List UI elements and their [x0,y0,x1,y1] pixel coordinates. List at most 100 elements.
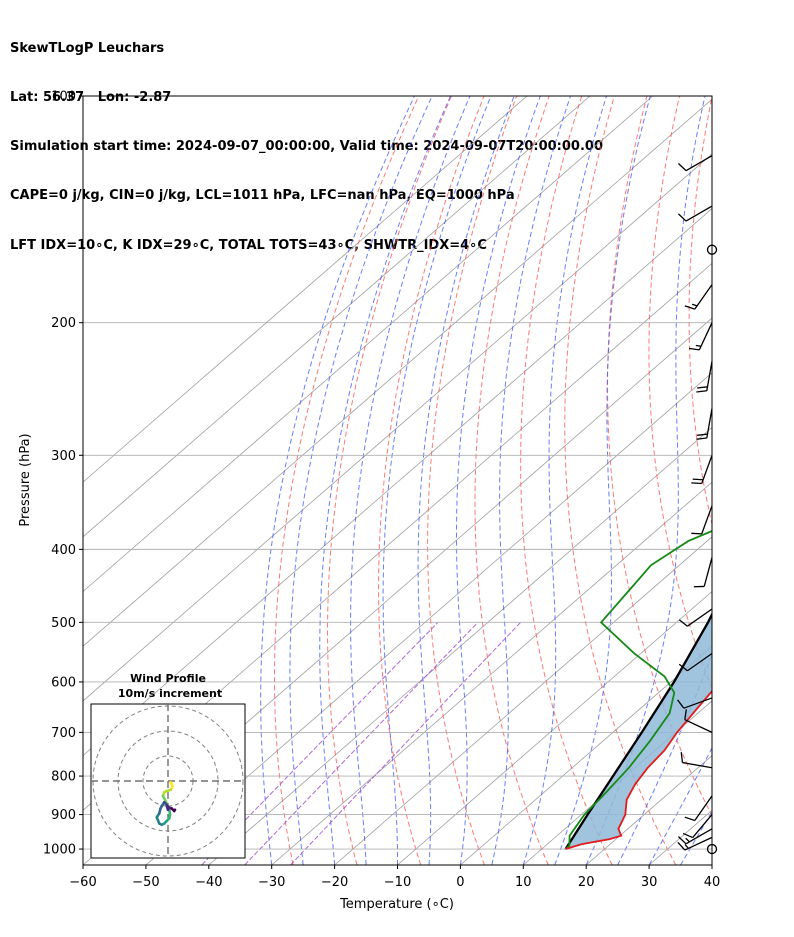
isotherm-line [208,426,712,865]
wind-barb [696,408,713,440]
wind-barb-shaft [706,408,713,439]
dry-adiabat-line [606,96,712,817]
wind-barb-shaft [703,557,713,587]
wind-barb-shaft [685,828,713,845]
isotherm-line [145,372,712,865]
wind-barb-calm [706,843,718,855]
y-tick-label: 600 [51,675,76,690]
wind-barb-flag [692,478,704,481]
moist-adiabat-line [680,810,712,865]
hodograph-segment [172,808,177,813]
wind-barb-flag [677,841,686,851]
x-tick-label: −30 [258,875,285,890]
wind-barb-flag [677,836,687,845]
moist-adiabat-line [522,96,607,865]
isotherm-line [397,590,712,865]
moist-adiabat-line [456,96,541,865]
dry-adiabat-line [564,96,677,865]
wind-barb [678,652,713,672]
wind-barb-shaft [706,361,713,391]
moist-adiabat-line [744,96,794,865]
cape-shaded-area [565,614,712,849]
wind-barb-flag [677,699,685,709]
wind-barb-half-flag [691,303,698,307]
isotherm-line [585,755,712,865]
wind-barb-flag [682,832,693,839]
x-axis-ticks: −60 −50 −40 −30 −20 −10 0 10 20 30 40 [69,865,720,890]
wind-barb [680,752,713,769]
cape-area [565,614,712,849]
hodograph-plot [91,704,245,858]
y-tick-label: 800 [51,770,76,785]
wind-barb-calm [706,244,718,255]
wind-barb-shaft [694,795,713,821]
wind-barb-flag [677,162,687,172]
x-tick-label: −40 [195,875,222,890]
moist-adiabat-lines [260,96,794,865]
wind-barb-flag [680,752,684,763]
dry-adiabat-line [377,96,485,865]
wind-barb [677,697,713,709]
y-axis-ticks: 1000 900 800 700 600 500 400 300 200 100 [43,90,83,858]
wind-barb [684,709,713,733]
wind-barb [688,322,713,351]
y-tick-label: 900 [51,808,76,823]
isotherm-line [83,96,528,483]
wind-barb-shaft [694,284,713,310]
wind-barb-shaft [701,505,713,535]
wind-barb-shaft [682,761,713,769]
simulation-times: Simulation start time: 2024-09-07_00:00:… [10,139,603,155]
wind-barb-half-flag [685,837,690,843]
wind-barb-half-flag [684,844,689,849]
x-axis-label: Temperature (∘C) [339,897,454,912]
x-tick-label: −50 [132,875,159,890]
dry-adiabat-line [427,96,518,865]
x-tick-label: −60 [69,875,96,890]
wind-barb [677,155,713,172]
isotherm-line [83,153,712,702]
wind-barb [677,836,713,851]
wind-barb [682,814,713,839]
y-axis-label: Pressure (hPa) [18,433,33,526]
sounding-profiles [564,529,712,850]
y-tick-label: 700 [51,726,76,741]
mixing-ratio-line [244,622,479,865]
dry-adiabat-lines [274,96,794,865]
isotherm-line [711,864,712,865]
moist-adiabat-line [350,96,471,865]
wind-barb-flag [684,305,695,310]
isotherm-line [648,809,712,865]
wind-barb-shaft [701,455,713,484]
y-tick-label: 1000 [43,843,76,858]
y-tick-label: 300 [51,449,76,464]
hodograph-subtitle: 10m/s increment [118,687,222,700]
isotherm-line [83,96,591,538]
wind-barb-flag [697,386,708,389]
x-tick-label: 40 [704,875,721,890]
plot-area [83,96,794,865]
moist-adiabat-line [417,96,515,865]
x-tick-label: 10 [515,875,532,890]
wind-barb-shaft [687,652,713,672]
isotherm-line [334,536,712,865]
dry-adiabat-line [766,96,794,865]
wind-barb [691,455,713,485]
y-tick-label: 500 [51,616,76,631]
hodograph-inset: Wind Profile 10m/s increment [90,672,246,859]
y-tick-label: 100 [51,90,76,105]
wind-barb-shaft [687,608,713,627]
x-tick-label: 30 [641,875,658,890]
parcel-profile-line [564,611,712,850]
mixing-ratio-lines [201,622,521,865]
mixing-ratio-line [201,622,439,865]
y-tick-label: 400 [51,543,76,558]
wind-barb-flag [684,709,687,720]
stability-indices: LFT IDX=10∘C, K IDX=29∘C, TOTAL TOTS=43∘… [10,237,487,253]
wind-barb [678,608,713,627]
wind-barb-flag [697,433,708,436]
wind-barb-flag [684,816,695,822]
dry-adiabat-line [728,96,794,865]
isotherm-line [775,96,794,865]
wind-barb-flag [696,390,707,393]
